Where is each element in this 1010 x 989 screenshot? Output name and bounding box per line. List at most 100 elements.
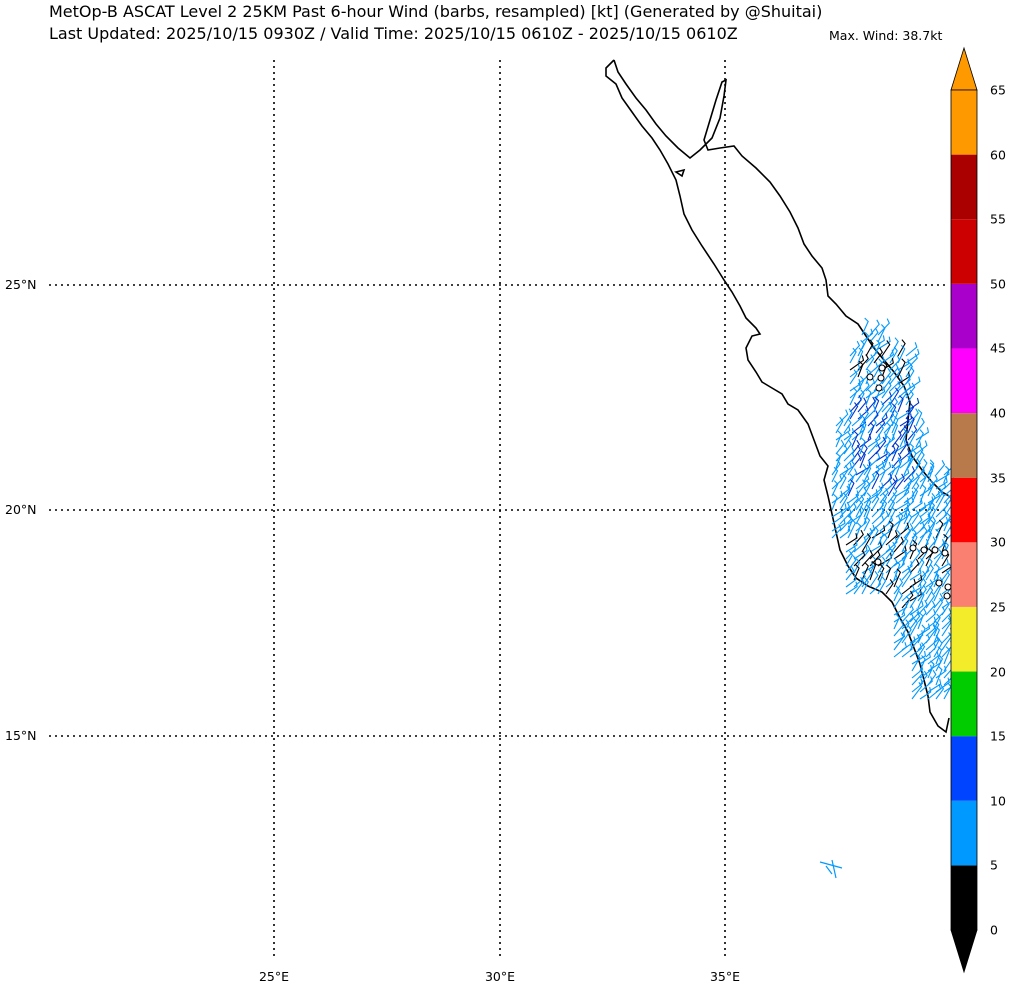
wind-barb: [895, 468, 910, 483]
wind-barb: [853, 571, 866, 588]
wind-barb: [865, 347, 878, 364]
wind-barb: [889, 387, 900, 406]
wind-barb: [855, 499, 864, 518]
wind-barb: [895, 511, 904, 532]
wind-barb: [889, 403, 897, 420]
wind-barb: [853, 576, 864, 595]
colorbar-tick-label: 5: [990, 857, 998, 873]
wind-barb: [911, 682, 923, 700]
colorbar-extend-bottom: [950, 929, 978, 974]
wind-barb: [881, 340, 891, 357]
wind-barb: [863, 459, 872, 476]
calm-wind-circle: [920, 546, 928, 554]
wind-barb: [893, 536, 904, 553]
wind-barb: [831, 518, 846, 532]
wind-barb: [853, 545, 868, 560]
wind-barb: [905, 376, 921, 392]
wind-barb: [877, 564, 885, 581]
wind-barb: [843, 439, 852, 455]
wind-barb: [847, 490, 860, 504]
wind-barb: [873, 347, 883, 364]
wind-barb: [869, 542, 883, 560]
wind-barb: [915, 450, 925, 469]
wind-barb: [909, 528, 917, 546]
colorbar-bin: [951, 542, 977, 607]
wind-barb: [831, 493, 838, 511]
wind-barb: [905, 342, 918, 357]
wind-barb: [851, 417, 867, 434]
wind-barb: [855, 486, 867, 504]
wind-barb: [919, 686, 932, 700]
colorbar-bin: [951, 283, 977, 349]
wind-barb: [933, 543, 947, 560]
colorbar: [950, 46, 978, 974]
wind-barb: [943, 512, 951, 532]
wind-barb: [935, 684, 945, 700]
wind-barb: [877, 336, 891, 350]
max-wind-label: Max. Wind: 38.7kt: [829, 28, 943, 43]
colorbar-tick-label: 15: [990, 728, 1006, 744]
wind-barb: [893, 530, 901, 546]
wind-barb: [871, 494, 880, 511]
wind-barb: [889, 355, 901, 371]
wind-barb: [917, 526, 928, 546]
wind-barb: [881, 381, 892, 399]
wind-barb: [887, 499, 896, 518]
colorbar-bin: [951, 865, 977, 930]
calm-wind-circle: [935, 579, 943, 587]
wind-barb: [893, 591, 903, 609]
wind-barb: [831, 524, 842, 539]
wind-barb: [915, 409, 923, 427]
wind-barb: [887, 486, 898, 504]
wind-barb: [845, 574, 857, 588]
wind-barb: [897, 358, 906, 378]
wind-barb: [935, 665, 943, 686]
wind-barb: [909, 582, 922, 595]
wind-barb: [883, 433, 895, 448]
wind-barb: [831, 511, 844, 525]
wind-barb: [877, 576, 887, 595]
colorbar-bin: [951, 800, 977, 866]
wind-barb: [899, 417, 910, 434]
wind-barb: [861, 568, 873, 588]
wind-barb: [849, 378, 861, 392]
wind-barb: [877, 318, 890, 336]
wind-barb: [903, 508, 911, 525]
wind-barb: [899, 413, 913, 427]
wind-barb: [879, 499, 888, 518]
wind-barb: [865, 368, 872, 385]
colorbar-bin: [951, 90, 977, 155]
wind-barb: [935, 519, 944, 539]
wind-barb: [845, 566, 855, 581]
wind-barb: [835, 409, 849, 427]
wind-barb: [851, 430, 859, 448]
wind-barb: [867, 438, 879, 455]
wind-barb: [909, 539, 918, 560]
wind-barb: [839, 473, 847, 490]
wind-barb: [903, 490, 915, 504]
lat-label-25n: 25°N: [5, 277, 37, 292]
wind-barb: [911, 481, 920, 497]
wind-barb: [847, 479, 855, 497]
colorbar-tick-label: 65: [990, 82, 1006, 98]
wind-barb: [859, 450, 866, 469]
wind-barb: [917, 612, 924, 630]
wind-barb: [901, 560, 913, 574]
wind-barb: [917, 590, 925, 609]
wind-barb: [897, 395, 904, 413]
lat-label-15n: 15°N: [5, 728, 37, 743]
colorbar-bin: [951, 477, 977, 543]
colorbar-bin: [951, 348, 977, 414]
wind-barb: [873, 339, 881, 357]
wind-barb: [869, 560, 877, 581]
wind-barb: [881, 361, 888, 378]
wind-barb: [917, 544, 929, 560]
wind-barb: [919, 676, 933, 693]
wind-barb: [863, 524, 876, 539]
wind-barb: [849, 347, 857, 364]
wind-barb: [887, 515, 901, 532]
wind-barb: [911, 650, 927, 665]
wind-barb: [857, 354, 869, 371]
wind-barb: [933, 613, 941, 630]
wind-barb: [847, 518, 856, 539]
